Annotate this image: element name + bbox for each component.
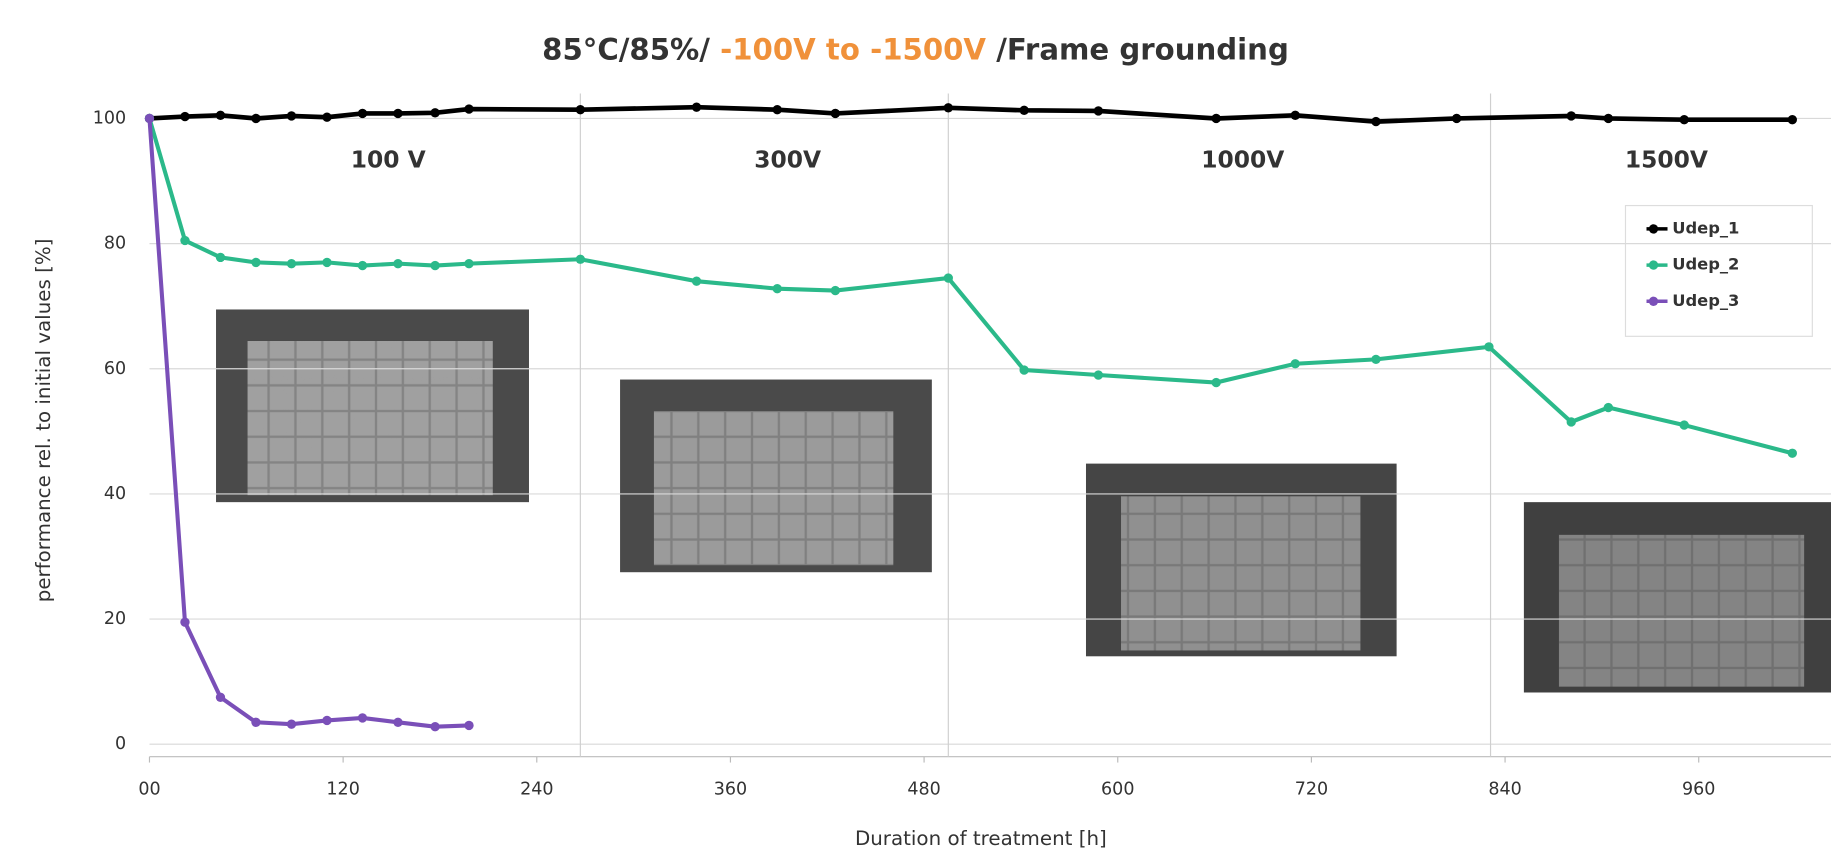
point bbox=[430, 108, 439, 117]
point bbox=[1212, 378, 1221, 387]
y-tick-label: 100 bbox=[93, 108, 126, 128]
point bbox=[1291, 359, 1300, 368]
point bbox=[1019, 106, 1028, 115]
x-tick-label: 960 bbox=[1682, 779, 1715, 799]
point bbox=[430, 261, 439, 270]
point bbox=[692, 103, 701, 112]
y-axis-label: performance rel. to initial values [%] bbox=[32, 239, 55, 603]
x-tick-label: 840 bbox=[1488, 779, 1521, 799]
point bbox=[358, 109, 367, 118]
point bbox=[464, 104, 473, 113]
point bbox=[287, 111, 296, 120]
y-tick-label: 80 bbox=[104, 234, 126, 254]
point bbox=[1291, 111, 1300, 120]
point bbox=[773, 284, 782, 293]
point bbox=[251, 718, 260, 727]
point bbox=[1212, 114, 1221, 123]
point bbox=[1371, 117, 1380, 126]
point bbox=[1604, 403, 1613, 412]
point bbox=[358, 713, 367, 722]
phase-label: 1000V bbox=[1201, 146, 1284, 174]
point bbox=[287, 259, 296, 268]
point bbox=[831, 109, 840, 118]
point bbox=[576, 255, 585, 264]
point bbox=[944, 273, 953, 282]
point bbox=[1604, 114, 1613, 123]
point bbox=[251, 114, 260, 123]
point bbox=[576, 105, 585, 114]
phase-label: 300V bbox=[754, 146, 821, 174]
point bbox=[1788, 449, 1797, 458]
phase-label: 1500V bbox=[1625, 146, 1708, 174]
title-part: -100V to -1500V bbox=[720, 32, 986, 66]
point bbox=[1567, 111, 1576, 120]
point bbox=[831, 286, 840, 295]
legend-label: Udep_1 bbox=[1672, 218, 1739, 237]
x-tick-label: 00 bbox=[138, 779, 160, 799]
point bbox=[430, 722, 439, 731]
y-tick-label: 60 bbox=[104, 359, 126, 379]
point bbox=[251, 258, 260, 267]
point bbox=[180, 618, 189, 627]
title-part: /Frame grounding bbox=[986, 32, 1289, 66]
x-axis-label: Duration of treatment [h] bbox=[855, 827, 1107, 850]
x-tick-label: 600 bbox=[1101, 779, 1134, 799]
legend-label: Udep_2 bbox=[1672, 255, 1739, 274]
point bbox=[1019, 365, 1028, 374]
point bbox=[464, 259, 473, 268]
point bbox=[1371, 355, 1380, 364]
y-tick-label: 40 bbox=[104, 484, 126, 504]
point bbox=[358, 261, 367, 270]
point bbox=[393, 109, 402, 118]
point bbox=[773, 105, 782, 114]
point bbox=[1788, 115, 1797, 124]
legend-label: Udep_3 bbox=[1672, 291, 1739, 310]
point bbox=[692, 276, 701, 285]
point bbox=[145, 114, 154, 123]
module-image bbox=[216, 309, 529, 502]
point bbox=[180, 112, 189, 121]
point bbox=[1484, 342, 1493, 351]
point bbox=[216, 693, 225, 702]
point bbox=[180, 236, 189, 245]
point bbox=[393, 718, 402, 727]
point bbox=[1452, 114, 1461, 123]
point bbox=[1094, 370, 1103, 379]
point bbox=[216, 111, 225, 120]
point bbox=[216, 253, 225, 262]
module-image bbox=[620, 380, 932, 573]
module-image bbox=[1524, 502, 1831, 692]
point bbox=[287, 720, 296, 729]
point bbox=[1680, 115, 1689, 124]
point bbox=[1567, 417, 1576, 426]
chart-title: 85°C/85%/ -100V to -1500V /Frame groundi… bbox=[542, 32, 1289, 66]
legend-marker bbox=[1649, 260, 1658, 269]
title-part: 85°C/85%/ bbox=[542, 32, 720, 66]
x-tick-label: 480 bbox=[907, 779, 940, 799]
point bbox=[464, 721, 473, 730]
point bbox=[1680, 420, 1689, 429]
point bbox=[322, 258, 331, 267]
x-tick-label: 240 bbox=[520, 779, 553, 799]
chart: 85°C/85%/ -100V to -1500V /Frame groundi… bbox=[0, 0, 1831, 856]
legend-marker bbox=[1649, 297, 1658, 306]
legend-marker bbox=[1649, 224, 1658, 233]
x-tick-label: 120 bbox=[326, 779, 359, 799]
phase-label: 100 V bbox=[351, 146, 426, 174]
point bbox=[322, 716, 331, 725]
x-tick-label: 360 bbox=[714, 779, 747, 799]
module-image bbox=[1086, 464, 1397, 657]
point bbox=[1094, 106, 1103, 115]
y-tick-label: 20 bbox=[104, 609, 126, 629]
y-tick-label: 0 bbox=[115, 734, 126, 754]
point bbox=[944, 103, 953, 112]
point bbox=[393, 259, 402, 268]
point bbox=[322, 113, 331, 122]
x-tick-label: 720 bbox=[1295, 779, 1328, 799]
